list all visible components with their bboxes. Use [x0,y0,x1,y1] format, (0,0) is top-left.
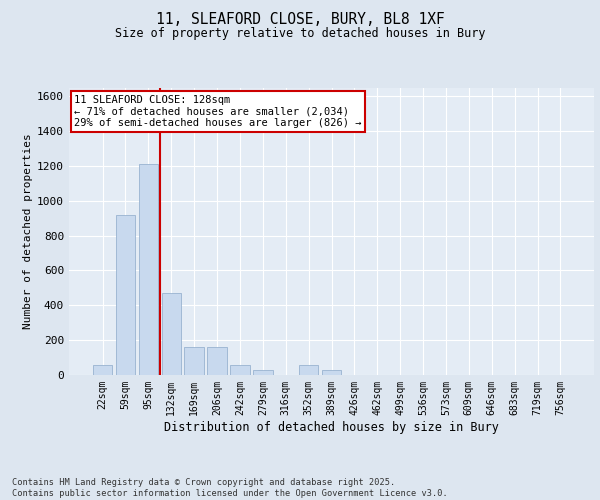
Bar [139,164,158,375]
X-axis label: Distribution of detached houses by size in Bury: Distribution of detached houses by size … [164,420,499,434]
Bar [184,347,204,375]
Y-axis label: Number of detached properties: Number of detached properties [23,134,33,329]
Bar [322,370,341,375]
Text: Contains HM Land Registry data © Crown copyright and database right 2025.
Contai: Contains HM Land Registry data © Crown c… [12,478,448,498]
Text: 11 SLEAFORD CLOSE: 128sqm
← 71% of detached houses are smaller (2,034)
29% of se: 11 SLEAFORD CLOSE: 128sqm ← 71% of detac… [74,94,362,128]
Bar [116,214,135,375]
Text: Size of property relative to detached houses in Bury: Size of property relative to detached ho… [115,28,485,40]
Bar [253,370,272,375]
Bar [93,366,112,375]
Text: 11, SLEAFORD CLOSE, BURY, BL8 1XF: 11, SLEAFORD CLOSE, BURY, BL8 1XF [155,12,445,28]
Bar [230,366,250,375]
Bar [161,293,181,375]
Bar [208,347,227,375]
Bar [299,366,319,375]
